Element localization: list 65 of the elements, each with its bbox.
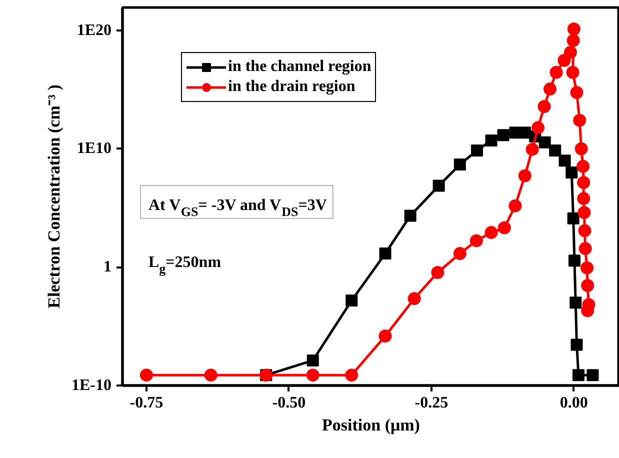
point <box>470 234 483 248</box>
legend-label: in the drain region <box>228 78 356 96</box>
point <box>577 192 590 206</box>
point <box>568 254 580 267</box>
point <box>531 121 544 134</box>
point <box>578 206 591 219</box>
point <box>564 46 577 59</box>
point <box>567 212 580 224</box>
point <box>570 296 582 309</box>
point <box>576 160 590 173</box>
point <box>497 129 510 142</box>
point <box>408 292 421 306</box>
point <box>518 169 532 182</box>
point <box>526 142 539 156</box>
point <box>379 248 392 260</box>
point <box>550 66 563 79</box>
point <box>573 114 586 127</box>
point <box>378 330 392 343</box>
x-axis-title: Position (μm) <box>322 416 420 434</box>
point <box>566 66 580 79</box>
point <box>570 338 583 351</box>
point <box>572 369 584 382</box>
point <box>543 82 556 96</box>
point <box>404 210 416 222</box>
point <box>578 242 592 256</box>
y-tick-label: 1E10 <box>76 140 112 158</box>
point <box>518 126 531 139</box>
point <box>454 158 466 170</box>
point <box>485 134 498 146</box>
point <box>345 368 358 382</box>
point <box>570 86 584 100</box>
point <box>306 368 320 382</box>
point <box>586 369 599 382</box>
point <box>578 224 592 238</box>
point <box>574 142 588 156</box>
point <box>346 294 358 307</box>
point <box>431 266 444 279</box>
x-tick-label: 0.00 <box>560 394 588 412</box>
y-tick-label: 1E-10 <box>72 377 112 394</box>
point <box>558 154 571 167</box>
point <box>538 100 551 113</box>
point <box>549 144 562 156</box>
y-tick-label: 1E20 <box>76 22 112 39</box>
point <box>204 368 218 382</box>
point <box>566 34 580 47</box>
legend-label: in the channel region <box>228 58 372 76</box>
x-tick-label: -0.25 <box>414 394 448 412</box>
point <box>581 279 594 292</box>
point <box>567 22 580 36</box>
point <box>140 368 153 382</box>
x-tick-label: -0.50 <box>272 394 306 412</box>
x-tick-label: -0.75 <box>130 394 164 412</box>
y-tick-label: 1 <box>104 258 112 276</box>
point <box>577 176 590 189</box>
point <box>566 166 578 179</box>
point <box>580 261 594 274</box>
point <box>306 354 319 366</box>
point <box>432 180 445 192</box>
point <box>508 199 522 212</box>
y-axis-title: Electron Concentration (cm⁻³ ) <box>44 84 64 308</box>
point <box>484 226 498 240</box>
point <box>453 247 466 260</box>
point <box>498 221 511 234</box>
point <box>538 136 551 148</box>
point <box>471 144 484 156</box>
